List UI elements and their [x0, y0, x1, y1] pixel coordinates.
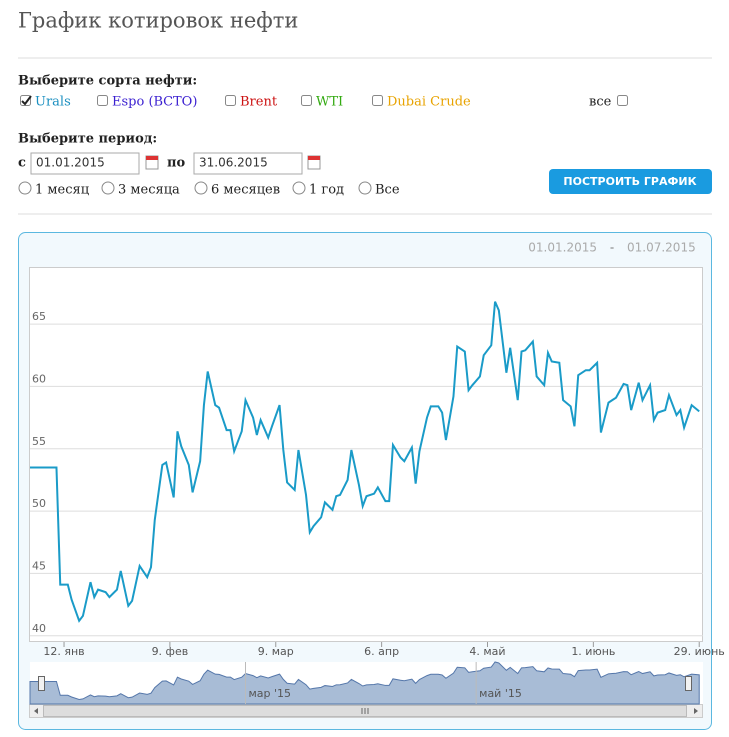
radio-label: 1 год — [309, 183, 344, 198]
y-tick-label: 60 — [32, 372, 46, 385]
y-tick-label: 45 — [32, 559, 46, 572]
calendar-icon-top — [308, 156, 320, 160]
radio[interactable] — [358, 181, 372, 195]
scrollbar-grip — [361, 708, 369, 714]
navigator-area — [29, 661, 700, 705]
all-label: все — [589, 95, 612, 110]
x-tick-label: 6. апр — [364, 645, 399, 658]
radio[interactable] — [18, 181, 32, 195]
checkmark — [21, 95, 32, 106]
plot-area — [29, 267, 703, 642]
radio[interactable] — [292, 181, 306, 195]
checkbox[interactable] — [372, 95, 383, 106]
radio[interactable] — [194, 181, 208, 195]
from-label: с — [18, 156, 26, 171]
range-separator: - — [610, 241, 614, 255]
y-tick-label: 40 — [32, 622, 46, 635]
navigator-handle[interactable] — [38, 676, 45, 691]
navigator-label: май '15 — [479, 687, 522, 700]
period-label: Выберите период: — [18, 132, 157, 147]
calendar-icon-top — [146, 156, 158, 160]
x-tick-label: 29. июнь — [674, 645, 725, 658]
radio-label: Все — [375, 183, 400, 198]
x-tick-label: 12. янв — [43, 645, 84, 658]
checkbox[interactable] — [97, 95, 108, 106]
grade-label: Urals — [35, 95, 71, 110]
x-tick-label: 1. июнь — [571, 645, 615, 658]
radio-label: 1 месяц — [35, 183, 89, 198]
build-button-label: ПОСТРОИТЬ ГРАФИК — [563, 175, 696, 188]
range-from: 01.01.2015 — [528, 241, 597, 255]
build-button[interactable] — [549, 169, 712, 194]
navigator-label: июл — [710, 687, 729, 700]
to-label: по — [167, 156, 186, 171]
y-tick-label: 65 — [32, 310, 46, 323]
x-tick-label: 9. фев — [152, 645, 189, 658]
x-tick-label: 4. май — [469, 645, 505, 658]
from-input[interactable] — [30, 152, 140, 175]
y-tick-label: 55 — [32, 435, 46, 448]
range-to: 01.07.2015 — [627, 241, 696, 255]
checkbox[interactable] — [225, 95, 236, 106]
page-title: График котировок нефти — [18, 9, 298, 33]
grade-label: WTI — [316, 95, 343, 110]
radio-label: 3 месяца — [118, 183, 180, 198]
y-tick-label: 50 — [32, 497, 46, 510]
navigator-handle[interactable] — [685, 676, 692, 691]
x-tick-label: 9. мар — [258, 645, 294, 658]
radio-label: 6 месяцев — [211, 183, 280, 198]
price-line — [30, 301, 700, 623]
radio[interactable] — [101, 181, 115, 195]
to-input[interactable] — [193, 152, 303, 175]
grade-label: Dubai Crude — [387, 95, 471, 110]
checkbox[interactable] — [301, 95, 312, 106]
from-value: 01.01.2015 — [36, 156, 105, 170]
grade-label: Brent — [240, 95, 278, 110]
to-value: 31.06.2015 — [199, 156, 268, 170]
checkbox[interactable] — [617, 95, 628, 106]
grades-label: Выберите сорта нефти: — [18, 74, 197, 89]
navigator-label: мар '15 — [249, 687, 292, 700]
grade-label: Espo (ВСТО) — [112, 95, 197, 110]
